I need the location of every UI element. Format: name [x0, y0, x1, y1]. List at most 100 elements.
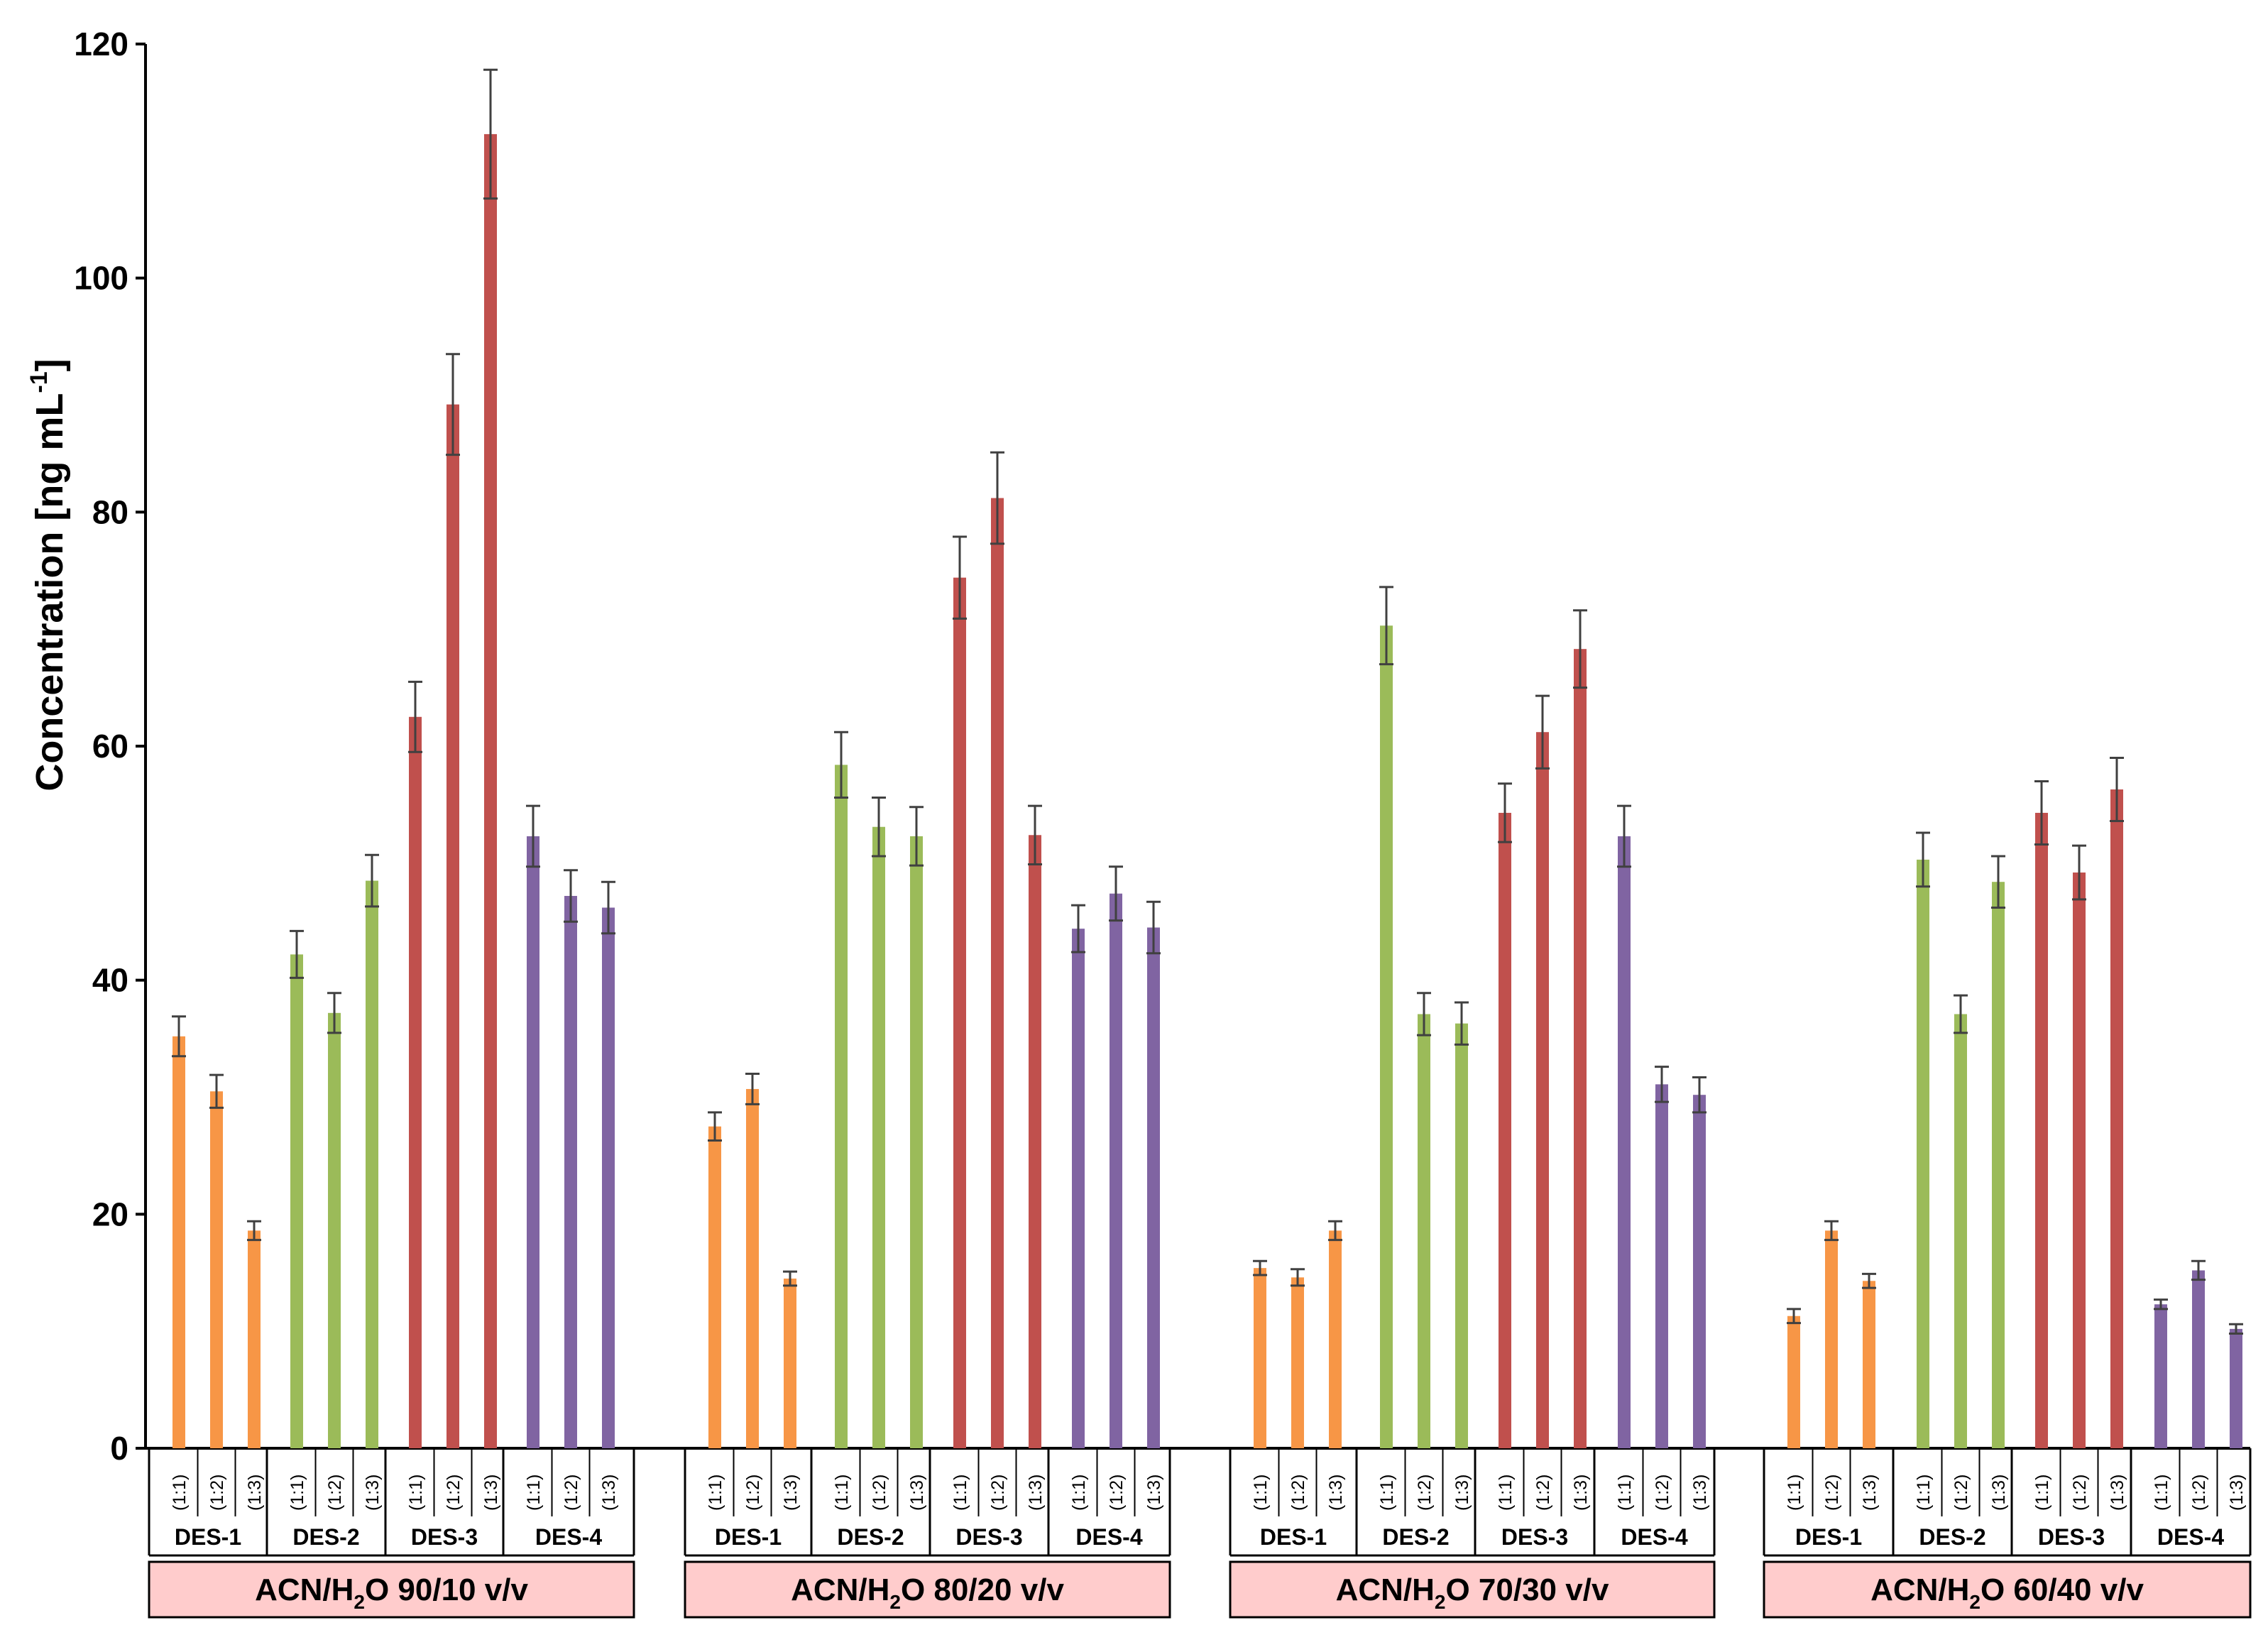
- bar: [835, 765, 848, 1448]
- des-label: DES-1: [715, 1524, 782, 1550]
- y-tick-label: 120: [74, 26, 128, 62]
- bar: [447, 404, 459, 1448]
- y-axis-label: Concentration [ng mL-1]: [26, 359, 71, 791]
- y-tick-label: 0: [110, 1430, 128, 1467]
- y-tick-label: 40: [92, 962, 128, 999]
- bar: [991, 498, 1004, 1448]
- des-label: DES-2: [1382, 1524, 1449, 1550]
- des-label: DES-3: [2038, 1524, 2105, 1550]
- bar: [248, 1230, 261, 1448]
- bar: [602, 907, 615, 1448]
- bar: [1954, 1014, 1967, 1448]
- ratio-tick-label: (1:2): [988, 1475, 1008, 1511]
- bar: [2035, 812, 2048, 1448]
- bar: [1618, 836, 1631, 1448]
- ratio-tick-label: (1:1): [832, 1475, 852, 1511]
- bar: [2073, 873, 2086, 1448]
- bar: [1574, 649, 1587, 1448]
- condition-box: [148, 1560, 635, 1619]
- ratio-tick-label: (1:1): [287, 1475, 307, 1511]
- ratio-tick-label: (1:2): [1288, 1475, 1308, 1511]
- bar: [2154, 1304, 2167, 1448]
- ratio-tick-label: (1:3): [1026, 1475, 1046, 1511]
- bar: [328, 1012, 341, 1448]
- y-tick-label: 100: [74, 260, 128, 297]
- bar: [1655, 1084, 1668, 1448]
- bar: [366, 880, 378, 1448]
- des-label: DES-1: [1260, 1524, 1327, 1550]
- ratio-tick-label: (1:3): [2227, 1475, 2247, 1511]
- bar: [1291, 1277, 1304, 1448]
- bar: [2110, 789, 2123, 1448]
- bar: [1917, 859, 1929, 1448]
- y-axis: 0 20 40 60 80 100 120: [74, 26, 147, 1467]
- y-axis-label-suffix: ]: [28, 359, 71, 371]
- bar: [210, 1091, 223, 1448]
- bar: [564, 895, 577, 1448]
- bar: [2230, 1328, 2242, 1448]
- bar: [484, 133, 497, 1449]
- bar: [746, 1088, 759, 1448]
- condition-label-post: O 60/40 v/v: [1981, 1572, 2144, 1607]
- ratio-tick-label: (1:3): [599, 1475, 619, 1511]
- bars: [172, 133, 2242, 1449]
- ratio-tick-label: (1:3): [1571, 1475, 1591, 1511]
- bar: [1072, 929, 1085, 1448]
- ratio-tick-label: (1:1): [1914, 1475, 1934, 1511]
- bar: [1825, 1230, 1838, 1448]
- des-label: DES-4: [2157, 1524, 2224, 1550]
- des-label: DES-4: [1621, 1524, 1687, 1550]
- des-label: DES-2: [1919, 1524, 1985, 1550]
- ratio-tick-label: (1:3): [1452, 1475, 1472, 1511]
- bar: [1863, 1281, 1875, 1448]
- condition-label-post: O 80/20 v/v: [901, 1572, 1064, 1607]
- ratio-tick-label: (1:1): [2152, 1475, 2171, 1511]
- ratio-tick-label: (1:1): [406, 1475, 426, 1511]
- ratio-tick-label: (1:3): [2108, 1475, 2127, 1511]
- bar: [1029, 835, 1041, 1448]
- ratio-tick-label: (1:2): [444, 1475, 464, 1511]
- ratio-tick-label: (1:1): [2032, 1475, 2052, 1511]
- ratio-tick-label: (1:2): [561, 1475, 581, 1511]
- bar: [910, 836, 923, 1448]
- y-axis-title: Concentration [ng mL-1]: [26, 359, 71, 791]
- condition-label-pre: ACN/H: [1870, 1572, 1969, 1607]
- bar: [1380, 625, 1393, 1448]
- condition-label: ACN/H2O 80/20 v/v: [791, 1572, 1064, 1613]
- bar: [2192, 1270, 2205, 1448]
- ratio-tick-label: (1:3): [1860, 1475, 1880, 1511]
- bar: [409, 716, 422, 1448]
- ratio-tick-label: (1:1): [524, 1475, 544, 1511]
- des-label: DES-2: [292, 1524, 359, 1550]
- bar: [784, 1278, 796, 1448]
- des-label: DES-4: [535, 1524, 602, 1550]
- des-label: DES-3: [411, 1524, 478, 1550]
- des-label: DES-3: [955, 1524, 1022, 1550]
- ratio-tick-label: (1:2): [2070, 1475, 2090, 1511]
- ratio-tick-label: (1:1): [951, 1475, 970, 1511]
- ratio-tick-label: (1:1): [1615, 1475, 1635, 1511]
- ratio-tick-label: (1:1): [1251, 1475, 1271, 1511]
- ratio-tick-label: (1:3): [907, 1475, 927, 1511]
- condition-label-pre: ACN/H: [1336, 1572, 1435, 1607]
- bar: [172, 1036, 185, 1448]
- des-label: DES-4: [1075, 1524, 1142, 1550]
- bar: [1147, 927, 1160, 1448]
- ratio-tick-label: (1:3): [363, 1475, 383, 1511]
- bar: [708, 1126, 721, 1448]
- condition-label-post: O 90/10 v/v: [365, 1572, 528, 1607]
- bar: [290, 954, 303, 1448]
- ratio-tick-label: (1:2): [1653, 1475, 1672, 1511]
- condition-label-pre: ACN/H: [791, 1572, 889, 1607]
- condition-label-sub: 2: [1969, 1591, 1981, 1613]
- bar: [1254, 1268, 1266, 1448]
- ratio-tick-label: (1:2): [207, 1475, 227, 1511]
- ratio-tick-label: (1:1): [1785, 1475, 1804, 1511]
- ratio-tick-label: (1:1): [706, 1475, 725, 1511]
- y-tick-label: 80: [92, 493, 128, 530]
- condition-label: ACN/H2O 70/30 v/v: [1336, 1572, 1609, 1613]
- bar: [1329, 1230, 1342, 1448]
- ratio-tick-label: (1:2): [743, 1475, 763, 1511]
- y-tick-label: 60: [92, 728, 128, 765]
